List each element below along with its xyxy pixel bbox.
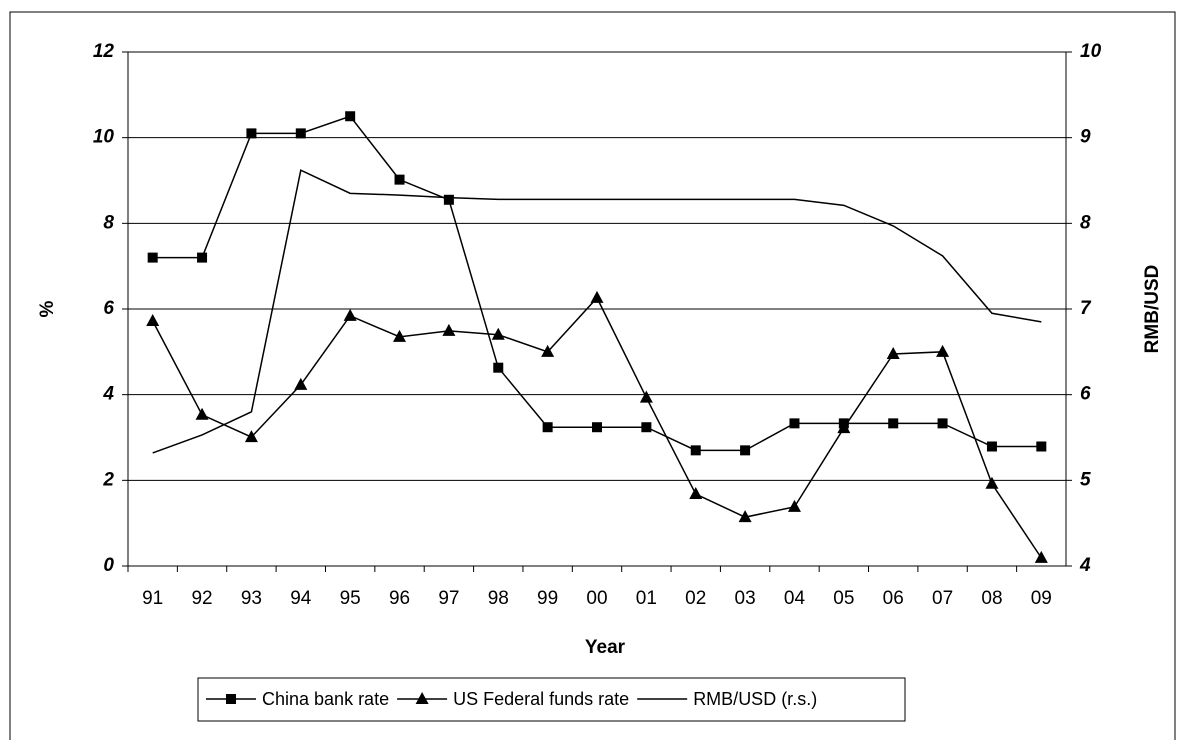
marker	[345, 111, 356, 122]
marker	[294, 377, 308, 390]
marker	[443, 194, 454, 205]
x-tick-label: 00	[586, 588, 607, 609]
marker	[592, 422, 602, 433]
marker	[394, 174, 405, 185]
y-tick-label: 6	[103, 298, 114, 319]
marker	[491, 327, 505, 340]
marker	[639, 390, 653, 403]
y-tick-label: 4	[102, 384, 114, 405]
x-tick-label: 96	[389, 588, 410, 609]
x-tick-label: 07	[932, 588, 953, 609]
legend-box	[197, 677, 906, 722]
marker	[343, 308, 357, 321]
x-tick-label: 95	[340, 588, 361, 609]
marker	[787, 499, 801, 512]
marker	[641, 422, 652, 433]
marker	[937, 418, 948, 429]
y-tick-label: 12	[93, 41, 115, 62]
marker	[195, 407, 209, 420]
marker	[986, 441, 997, 452]
legend-label: RMB/USD (r.s.)	[693, 689, 817, 709]
y2-tick-label: 9	[1080, 127, 1091, 148]
chart-frame	[9, 11, 1176, 745]
y-axis-title: %	[37, 300, 58, 317]
legend-label: US Federal funds rate	[453, 689, 629, 709]
marker	[1036, 441, 1047, 452]
y2-axis-title: RMB/USD	[1142, 265, 1163, 354]
marker	[542, 422, 553, 433]
marker	[197, 252, 208, 263]
marker	[936, 344, 950, 357]
legend-label: China bank rate	[262, 689, 389, 709]
x-tick-label: 02	[685, 588, 706, 609]
y-tick-label: 10	[93, 127, 115, 148]
y2-tick-label: 6	[1080, 384, 1091, 405]
marker	[442, 323, 456, 336]
marker	[295, 128, 306, 139]
x-tick-label: 97	[438, 588, 459, 609]
y2-tick-label: 10	[1080, 41, 1102, 62]
marker	[888, 418, 899, 429]
y-tick-label: 2	[102, 469, 114, 490]
x-tick-label: 99	[537, 588, 558, 609]
y2-tick-label: 7	[1080, 298, 1092, 319]
x-tick-label: 94	[290, 588, 312, 609]
x-tick-label: 06	[883, 588, 904, 609]
x-tick-label: 98	[488, 588, 509, 609]
marker	[985, 476, 999, 489]
x-tick-label: 91	[142, 588, 163, 609]
marker	[244, 430, 258, 443]
marker	[1034, 550, 1048, 563]
marker	[493, 362, 504, 373]
y-tick-label: 0	[103, 555, 114, 576]
marker	[789, 418, 800, 429]
marker	[689, 487, 703, 500]
x-tick-label: 04	[784, 588, 806, 609]
y2-tick-label: 5	[1080, 469, 1091, 490]
marker	[415, 692, 429, 704]
marker	[393, 329, 407, 342]
marker	[886, 346, 900, 359]
y2-tick-label: 4	[1079, 555, 1091, 576]
x-tick-label: 01	[636, 588, 657, 609]
series-line	[152, 169, 1042, 454]
marker	[738, 510, 752, 523]
x-tick-label: 09	[1031, 588, 1052, 609]
marker	[146, 313, 160, 326]
marker	[246, 128, 257, 139]
x-tick-label: 93	[241, 588, 262, 609]
x-tick-label: 03	[735, 588, 756, 609]
y-tick-label: 8	[103, 212, 114, 233]
x-tick-label: 05	[833, 588, 854, 609]
marker	[226, 694, 236, 704]
marker	[590, 290, 604, 303]
marker	[690, 445, 701, 456]
x-axis-title: Year	[585, 637, 626, 658]
marker	[541, 344, 555, 357]
x-tick-label: 92	[191, 588, 212, 609]
x-tick-label: 08	[981, 588, 1002, 609]
marker	[740, 445, 751, 456]
marker	[837, 421, 851, 434]
marker	[147, 252, 158, 263]
y2-tick-label: 8	[1080, 212, 1091, 233]
